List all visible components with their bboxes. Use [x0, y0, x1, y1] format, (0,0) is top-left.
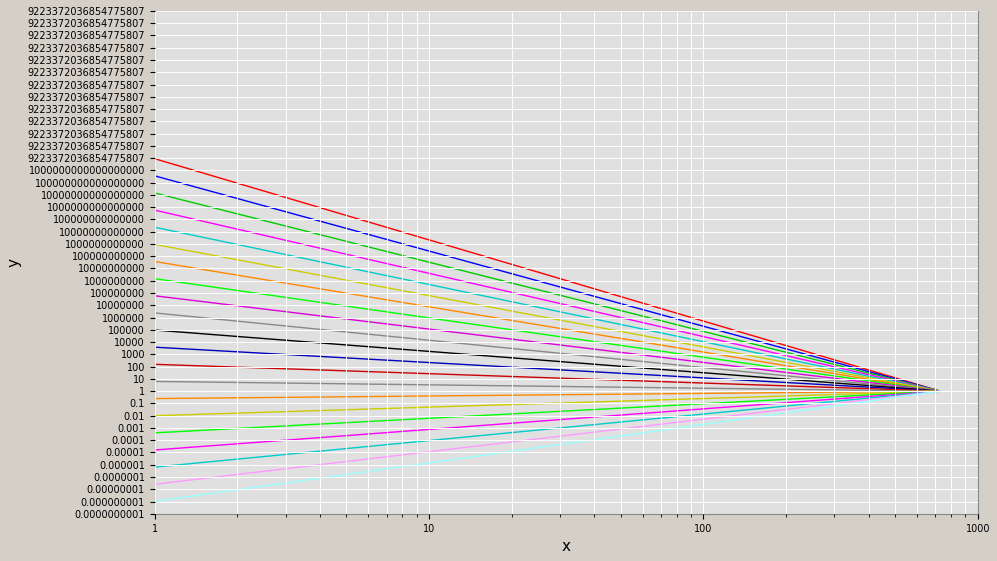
X-axis label: x: x: [561, 539, 570, 554]
Y-axis label: y: y: [7, 258, 22, 267]
